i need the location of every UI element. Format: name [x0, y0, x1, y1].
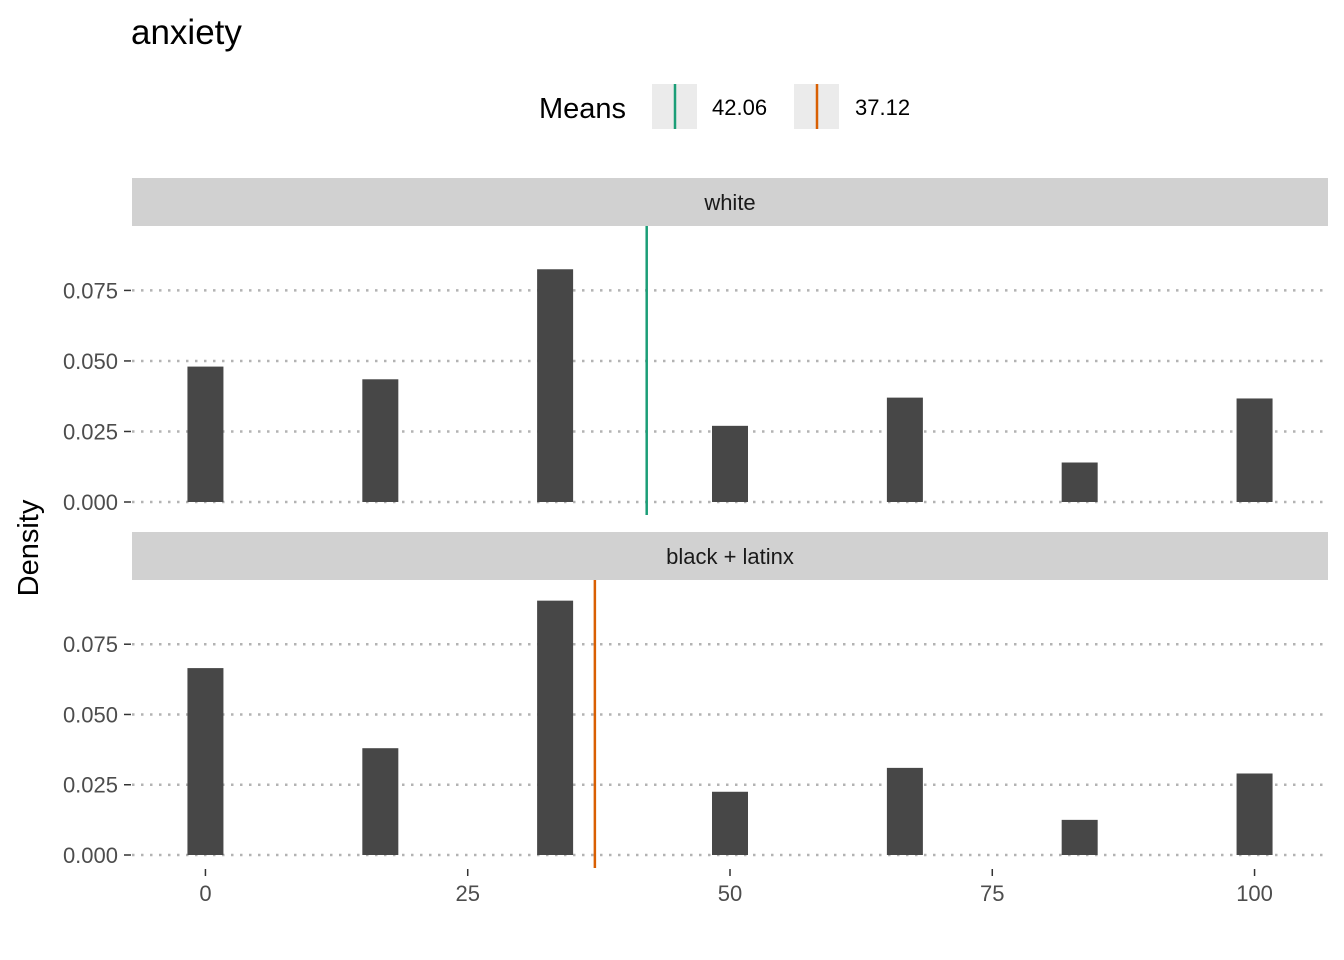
- bar: [187, 366, 224, 502]
- legend: Means 42.06 37.12: [539, 84, 910, 129]
- legend-label-1: 42.06: [712, 95, 767, 120]
- legend-entry-1: 42.06: [652, 84, 767, 129]
- bar: [1061, 819, 1098, 855]
- x-axis: 0 25 50 75 100: [199, 869, 1273, 906]
- bar: [537, 600, 574, 855]
- strip-2: [132, 532, 1328, 580]
- bar: [537, 269, 574, 502]
- y-tick-label: 0.000: [63, 490, 118, 515]
- bar: [362, 748, 399, 855]
- x-tick-label: 75: [980, 881, 1004, 906]
- bar: [1236, 773, 1273, 855]
- y-tick-label: 0.025: [63, 773, 118, 798]
- bar: [1061, 462, 1098, 502]
- legend-title: Means: [539, 93, 626, 125]
- x-tick-label: 0: [199, 881, 211, 906]
- panels: white 0.000 0.025 0.050 0.075 black + latinx 0…: [63, 178, 1328, 868]
- bar: [712, 425, 748, 502]
- strip-label-2: black + latinx: [666, 544, 794, 569]
- panel-1: white 0.000 0.025 0.050 0.075: [63, 178, 1328, 515]
- bar: [362, 379, 399, 502]
- y-axis-title: Density: [13, 499, 45, 596]
- bar: [886, 767, 923, 855]
- x-tick-label: 25: [455, 881, 479, 906]
- bar: [1236, 398, 1273, 502]
- strip-1: [132, 178, 1328, 226]
- bar: [886, 397, 923, 502]
- y-tick-label: 0.025: [63, 419, 118, 444]
- x-tick-label: 50: [718, 881, 742, 906]
- y-tick-label: 0.075: [63, 632, 118, 657]
- legend-entry-2: 37.12: [794, 84, 910, 129]
- panel-2: black + latinx 0.000 0.025 0.050 0.075: [63, 532, 1328, 868]
- bar: [712, 791, 748, 855]
- y-tick-label: 0.050: [63, 349, 118, 374]
- legend-label-2: 37.12: [855, 95, 910, 120]
- bar: [187, 668, 224, 855]
- y-tick-label: 0.000: [63, 843, 118, 868]
- y-tick-label: 0.075: [63, 278, 118, 303]
- strip-label-1: white: [703, 190, 755, 215]
- y-tick-label: 0.050: [63, 702, 118, 727]
- chart-title: anxiety: [131, 13, 242, 52]
- x-tick-label: 100: [1236, 881, 1273, 906]
